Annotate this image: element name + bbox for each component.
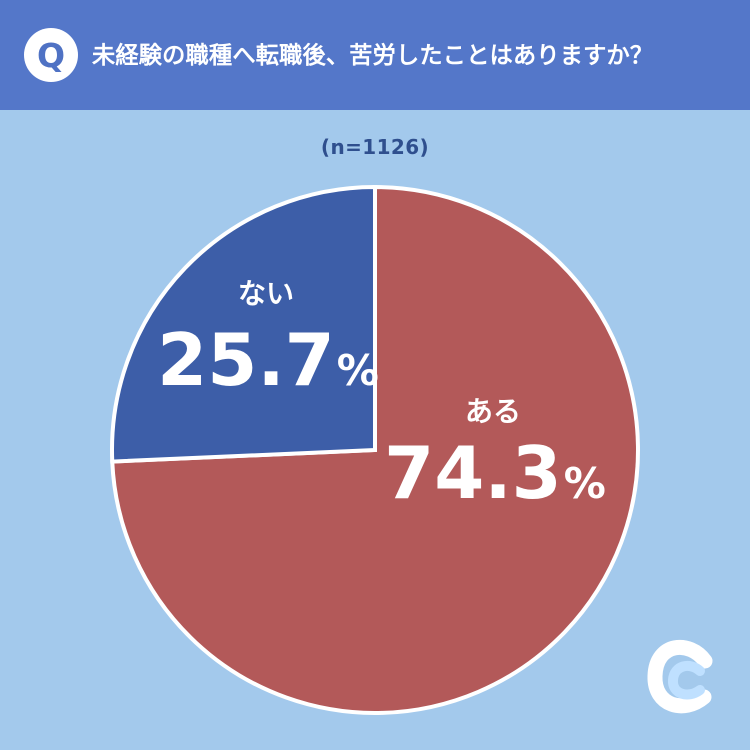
sample-size-label: (n=1126) — [320, 135, 430, 159]
brand-logo-icon: C — [647, 639, 713, 714]
slice-label-yes-number: 74.3 — [384, 431, 562, 515]
slice-label-no-value: 25.7% — [157, 318, 379, 402]
question-badge: Q — [24, 28, 78, 82]
pie-slices — [110, 184, 640, 715]
question-header: Q 未経験の職種へ転職後、苦労したことはありますか？ — [0, 0, 750, 110]
slice-label-yes-percent-sign: % — [564, 459, 606, 508]
pie-slice-no — [110, 184, 377, 464]
slice-label-no-percent-sign: % — [337, 346, 379, 395]
slice-label-no-number: 25.7 — [157, 318, 335, 402]
slice-label-no-name: ない — [238, 277, 294, 310]
slice-label-yes-value: 74.3% — [384, 431, 606, 515]
slice-label-yes-name: ある — [465, 395, 521, 428]
question-title: 未経験の職種へ転職後、苦労したことはありますか？ — [92, 42, 654, 69]
